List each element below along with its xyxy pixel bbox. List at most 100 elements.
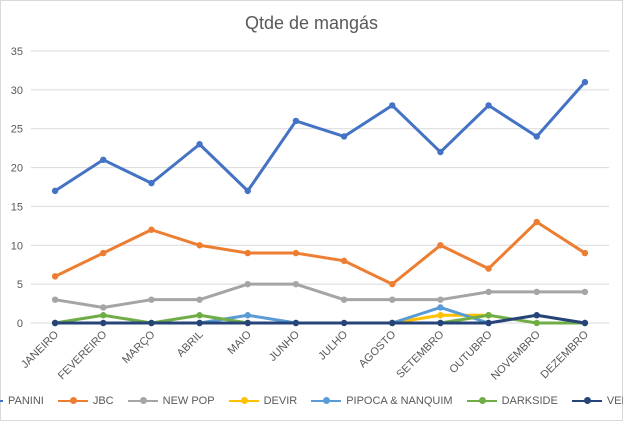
x-tick-label: FEVEREIRO (56, 328, 110, 382)
data-point (292, 280, 300, 288)
legend-marker (69, 397, 77, 404)
y-tick-label: 30 (11, 85, 23, 97)
data-point (51, 187, 59, 195)
y-tick-label: 20 (11, 163, 23, 175)
x-tick-label: MARÇO (120, 328, 158, 366)
data-point (292, 117, 300, 125)
data-point (51, 296, 59, 303)
legend-label: VENETA (606, 395, 623, 407)
data-point (437, 319, 444, 327)
data-point (485, 312, 492, 319)
data-point (244, 249, 251, 257)
legend-marker (139, 397, 147, 404)
y-tick-label: 5 (17, 279, 23, 291)
legend-swatch (0, 400, 3, 402)
data-point (533, 133, 540, 140)
x-tick-label: OUTUBRO (447, 328, 495, 376)
legend-label: JBC (92, 395, 114, 407)
legend-label: DEVIR (263, 395, 298, 407)
data-point (196, 242, 203, 249)
legend-label: PIPOCA & NANQUIM (346, 395, 453, 407)
x-tick-label: JULHO (316, 328, 350, 362)
x-tick-label: MAIO (225, 328, 254, 357)
data-point (244, 319, 251, 327)
data-point (340, 319, 348, 327)
data-point (148, 179, 155, 187)
data-point (100, 319, 107, 327)
x-tick-label: ABRIL (175, 329, 206, 360)
data-point (389, 296, 396, 303)
legend-swatch (571, 397, 602, 404)
data-point (533, 319, 540, 327)
data-point (485, 102, 492, 109)
legend-item: JBC (57, 395, 114, 407)
data-point (533, 312, 540, 319)
data-point (581, 319, 589, 327)
data-point (196, 312, 203, 319)
y-tick-label: 0 (17, 318, 23, 330)
data-point (51, 319, 59, 327)
data-point (100, 249, 107, 257)
data-point (437, 296, 444, 303)
legend-swatch (228, 397, 259, 404)
data-point (100, 156, 107, 163)
data-point (581, 249, 589, 257)
x-tick-label: AGOSTO (357, 328, 399, 370)
data-point (389, 319, 396, 327)
series-line (53, 282, 587, 309)
data-point (148, 226, 155, 233)
data-point (437, 304, 444, 311)
legend-marker (240, 397, 248, 404)
legend-item: PIPOCA & NANQUIM (311, 395, 453, 407)
legend-swatch (311, 397, 342, 404)
data-point (340, 296, 348, 303)
data-point (292, 249, 300, 257)
legend-label: DARKSIDE (501, 395, 558, 407)
data-point (148, 319, 155, 327)
data-point (389, 280, 396, 288)
data-point (533, 288, 540, 296)
legend-label: NEW POP (162, 395, 215, 407)
legend-label: PANINI (7, 395, 44, 407)
data-point (196, 296, 203, 303)
data-point (485, 288, 492, 296)
data-point (437, 148, 444, 156)
legend-marker (583, 397, 591, 404)
x-tick-label: JANEIRO (19, 328, 62, 371)
data-point (437, 242, 444, 249)
data-point (244, 187, 251, 195)
legend-swatch (127, 397, 158, 404)
data-point (196, 141, 203, 148)
data-point (244, 280, 251, 288)
series-line (53, 80, 587, 193)
data-point (340, 257, 348, 265)
data-point (340, 133, 348, 140)
data-point (148, 296, 155, 303)
x-tick-label: JUNHO (267, 328, 303, 364)
data-point (292, 319, 300, 327)
legend-item: NEW POP (127, 395, 215, 407)
legend-item: DARKSIDE (466, 395, 558, 407)
data-point (100, 304, 107, 311)
y-tick-label: 10 (11, 240, 23, 252)
legend-item: VENETA (571, 395, 623, 407)
y-tick-label: 15 (11, 201, 23, 213)
chart-title: Qtde de mangás (244, 13, 379, 33)
chart-legend: PANINI JBC NEW POP DEVIR PIPOCA & NANQUIM DAR… (0, 395, 623, 407)
y-tick-label: 25 (11, 124, 23, 136)
data-point (581, 78, 589, 86)
data-point (485, 265, 492, 272)
legend-swatch (57, 397, 88, 404)
data-point (581, 288, 589, 296)
data-point (244, 312, 251, 319)
y-tick-label: 35 (11, 46, 23, 58)
x-tick-label: NOVEMBRO (489, 328, 543, 382)
data-point (437, 312, 444, 319)
legend-item: DEVIR (228, 395, 298, 407)
legend-item: PANINI (0, 395, 44, 407)
x-tick-label: DEZEMBRO (538, 328, 591, 381)
data-point (389, 102, 396, 109)
data-point (485, 319, 492, 327)
